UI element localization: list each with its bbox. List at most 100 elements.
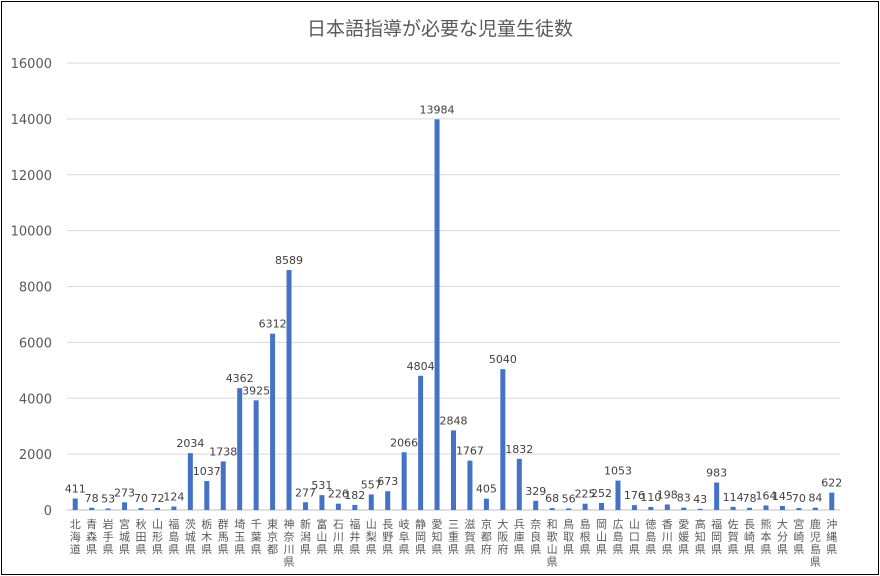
x-tick-label: 岡山県	[596, 518, 607, 556]
x-tick-label: 福島県	[168, 517, 179, 556]
chart-title: 日本語指導が必要な児童生徒数	[306, 18, 573, 40]
bar	[714, 482, 720, 510]
bar	[434, 119, 440, 510]
x-tick-label: 岩手県	[103, 517, 114, 556]
bar	[253, 400, 259, 510]
y-axis-ticks: 0 2000 4000 6000 8000 10000 12000 14000 16000	[11, 57, 52, 519]
gridlines	[67, 62, 840, 511]
data-label: 78	[743, 492, 757, 505]
data-label: 557	[361, 478, 382, 491]
bar	[105, 508, 111, 510]
data-label: 673	[377, 475, 398, 488]
x-tick-label: 愛知県	[432, 518, 443, 556]
bar	[631, 505, 637, 510]
x-tick-label: 三重県	[448, 518, 459, 556]
x-tick-label: 宮城県	[119, 517, 130, 556]
data-label: 983	[706, 467, 727, 480]
x-tick-label: 神奈川県	[284, 517, 295, 569]
data-label: 198	[657, 488, 678, 501]
y-tick-label: 2000	[19, 448, 52, 463]
bar	[681, 507, 687, 510]
x-tick-label: 埼玉県	[234, 517, 245, 556]
bar	[516, 458, 522, 510]
bar	[697, 508, 703, 510]
bar	[270, 333, 276, 510]
x-tick-label: 山梨県	[366, 518, 377, 556]
x-tick-label: 鳥取県	[563, 517, 574, 556]
x-tick-label: 奈良県	[530, 517, 541, 556]
data-label: 182	[344, 489, 365, 502]
data-label: 68	[545, 492, 559, 505]
x-tick-label: 静岡県	[415, 517, 426, 556]
bar	[533, 500, 539, 510]
data-label: 531	[311, 479, 332, 492]
x-tick-label: 広島県	[612, 518, 623, 556]
bar	[730, 506, 736, 510]
data-label: 277	[295, 486, 316, 499]
x-tick-label: 徳島県	[645, 518, 656, 556]
bar	[286, 270, 292, 510]
data-label: 56	[562, 492, 576, 505]
data-label: 70	[134, 492, 148, 505]
bar	[566, 508, 572, 510]
x-tick-label: 栃木県	[201, 517, 212, 556]
data-label: 8589	[275, 254, 303, 267]
data-label: 1767	[456, 445, 484, 458]
bar	[599, 502, 605, 510]
y-tick-label: 6000	[19, 336, 52, 351]
bar	[467, 460, 473, 510]
bar	[302, 502, 308, 510]
bar	[582, 503, 588, 510]
data-label: 2848	[440, 414, 468, 427]
bar	[615, 480, 621, 510]
x-tick-label: 北海道	[70, 518, 81, 556]
bar	[829, 492, 835, 510]
bar	[747, 507, 753, 510]
bar	[483, 498, 489, 510]
data-label: 176	[624, 489, 645, 502]
x-tick-label: 千葉県	[251, 518, 262, 556]
data-label: 1053	[604, 465, 632, 478]
bar	[138, 508, 144, 510]
bar	[418, 375, 424, 510]
data-label: 145	[772, 490, 793, 503]
x-tick-label: 長野県	[382, 518, 393, 556]
data-label: 110	[640, 491, 661, 504]
x-tick-label: 鹿児島県	[810, 517, 821, 569]
x-tick-label: 佐賀県	[728, 517, 739, 556]
data-label: 1738	[209, 445, 237, 458]
data-label: 411	[65, 483, 86, 496]
x-tick-label: 愛媛県	[678, 518, 689, 556]
data-label: 273	[114, 486, 135, 499]
x-tick-label: 福井県	[349, 517, 360, 556]
bar	[451, 430, 456, 510]
data-label: 622	[821, 477, 842, 490]
y-tick-label: 0	[44, 504, 52, 519]
bar	[401, 452, 407, 510]
data-label: 70	[792, 492, 806, 505]
x-tick-label: 大分県	[777, 517, 788, 556]
data-label: 4804	[407, 360, 435, 373]
bar	[122, 502, 128, 510]
data-label: 329	[525, 485, 546, 498]
bar	[763, 505, 769, 510]
x-tick-label: 山形県	[152, 518, 163, 556]
data-label: 2034	[176, 437, 204, 450]
x-tick-label: 岐阜県	[399, 518, 410, 556]
x-tick-label: 長崎県	[744, 518, 755, 556]
x-tick-label: 宮崎県	[793, 517, 804, 556]
bar	[500, 369, 506, 510]
data-label: 6312	[259, 318, 287, 331]
data-label: 114	[723, 491, 744, 504]
bar	[812, 507, 818, 510]
data-label: 225	[575, 488, 596, 501]
bars	[72, 119, 835, 510]
x-tick-label: 茨城県	[185, 517, 196, 556]
x-tick-label: 福岡県	[711, 517, 722, 556]
bar	[237, 388, 243, 510]
x-tick-label: 石川県	[333, 518, 344, 556]
x-tick-label: 大阪府	[497, 517, 508, 556]
